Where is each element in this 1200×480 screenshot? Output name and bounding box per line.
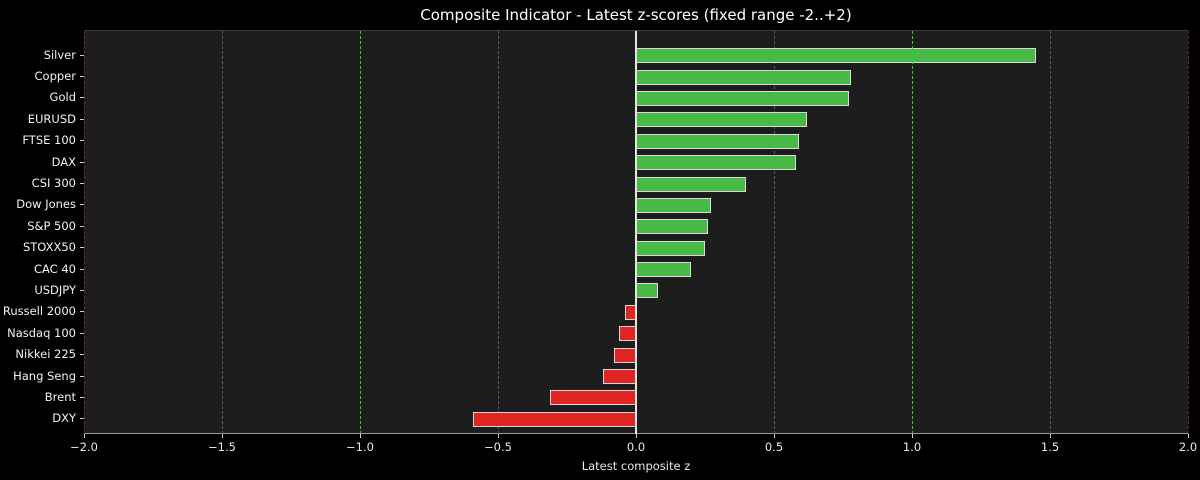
x-tick-label: 1.5 bbox=[1040, 440, 1060, 454]
x-tick-label: −1.0 bbox=[346, 440, 374, 454]
y-tick-mark bbox=[80, 396, 84, 398]
bar-nikkei-225 bbox=[613, 347, 636, 363]
y-tick-label: CSI 300 bbox=[31, 176, 76, 191]
y-tick-label: Nikkei 225 bbox=[15, 347, 76, 362]
y-tick-mark bbox=[80, 118, 84, 120]
y-tick-label: DXY bbox=[52, 411, 76, 426]
x-tick-mark bbox=[912, 434, 913, 438]
y-tick-label: Brent bbox=[44, 389, 76, 404]
y-tick-label: CAC 40 bbox=[33, 261, 76, 276]
bar-nasdaq-100 bbox=[619, 326, 636, 342]
x-tick-mark bbox=[636, 434, 637, 438]
y-tick-label: EURUSD bbox=[27, 111, 76, 126]
y-tick-label: Nasdaq 100 bbox=[7, 325, 76, 340]
x-tick-mark bbox=[1050, 434, 1051, 438]
y-tick-mark bbox=[80, 97, 84, 99]
bar-cac-40 bbox=[636, 262, 692, 278]
bar-dax bbox=[636, 155, 797, 171]
threshold-line bbox=[1188, 31, 1189, 434]
x-tick-label: 1.0 bbox=[902, 440, 922, 454]
x-tick-mark bbox=[774, 434, 775, 438]
x-tick-label: 0.5 bbox=[764, 440, 784, 454]
y-tick-label: Hang Seng bbox=[13, 368, 76, 383]
threshold-line bbox=[360, 31, 361, 434]
y-tick-mark bbox=[80, 268, 84, 270]
y-tick-mark bbox=[80, 311, 84, 313]
y-tick-mark bbox=[80, 332, 84, 334]
gridline bbox=[774, 31, 775, 434]
x-tick-mark bbox=[1188, 434, 1189, 438]
y-tick-label: Copper bbox=[34, 69, 76, 84]
bar-brent bbox=[550, 390, 636, 406]
y-tick-label: Russell 2000 bbox=[2, 304, 76, 319]
bar-eurusd bbox=[636, 112, 808, 128]
bar-hang-seng bbox=[602, 369, 636, 385]
y-tick-label: STOXX50 bbox=[22, 240, 76, 255]
threshold-line bbox=[912, 31, 913, 434]
x-tick-mark bbox=[360, 434, 361, 438]
bar-stoxx50 bbox=[636, 240, 705, 256]
x-tick-label: −0.5 bbox=[484, 440, 512, 454]
y-tick-mark bbox=[80, 76, 84, 78]
y-tick-mark bbox=[80, 375, 84, 377]
x-tick-label: −2.0 bbox=[70, 440, 98, 454]
x-axis-title: Latest composite z bbox=[581, 459, 691, 473]
bar-csi-300 bbox=[636, 176, 747, 192]
y-tick-mark bbox=[80, 247, 84, 249]
y-tick-mark bbox=[80, 161, 84, 163]
y-tick-label: Dow Jones bbox=[16, 197, 76, 212]
gridline bbox=[1050, 31, 1051, 434]
bar-s-p-500 bbox=[636, 219, 708, 235]
x-tick-label: −1.5 bbox=[208, 440, 236, 454]
x-tick-mark bbox=[222, 434, 223, 438]
threshold-line bbox=[84, 31, 85, 434]
x-tick-mark bbox=[84, 434, 85, 438]
y-tick-label: DAX bbox=[51, 154, 76, 169]
plot-area bbox=[84, 30, 1189, 434]
y-tick-label: FTSE 100 bbox=[22, 133, 76, 148]
y-tick-mark bbox=[80, 354, 84, 356]
y-tick-mark bbox=[80, 289, 84, 291]
y-tick-mark bbox=[80, 225, 84, 227]
gridline bbox=[222, 31, 223, 434]
gridline bbox=[498, 31, 499, 434]
y-tick-mark bbox=[80, 183, 84, 185]
bar-ftse-100 bbox=[636, 133, 799, 149]
x-tick-mark bbox=[498, 434, 499, 438]
bar-usdjpy bbox=[636, 283, 659, 299]
y-tick-mark bbox=[80, 418, 84, 420]
bar-silver bbox=[636, 48, 1037, 64]
zero-line bbox=[635, 31, 637, 434]
bar-copper bbox=[636, 69, 852, 85]
y-tick-label: Silver bbox=[43, 47, 76, 62]
y-tick-label: S&P 500 bbox=[27, 218, 76, 233]
bar-dow-jones bbox=[636, 197, 711, 213]
chart-title: Composite Indicator - Latest z-scores (f… bbox=[420, 6, 852, 24]
x-tick-label: 0.0 bbox=[626, 440, 646, 454]
bar-dxy bbox=[473, 411, 636, 427]
y-tick-label: Gold bbox=[49, 90, 76, 105]
y-tick-mark bbox=[80, 140, 84, 142]
bar-gold bbox=[636, 90, 849, 106]
x-tick-label: 2.0 bbox=[1178, 440, 1198, 454]
y-tick-mark bbox=[80, 54, 84, 56]
y-tick-mark bbox=[80, 204, 84, 206]
y-tick-label: USDJPY bbox=[34, 282, 76, 297]
